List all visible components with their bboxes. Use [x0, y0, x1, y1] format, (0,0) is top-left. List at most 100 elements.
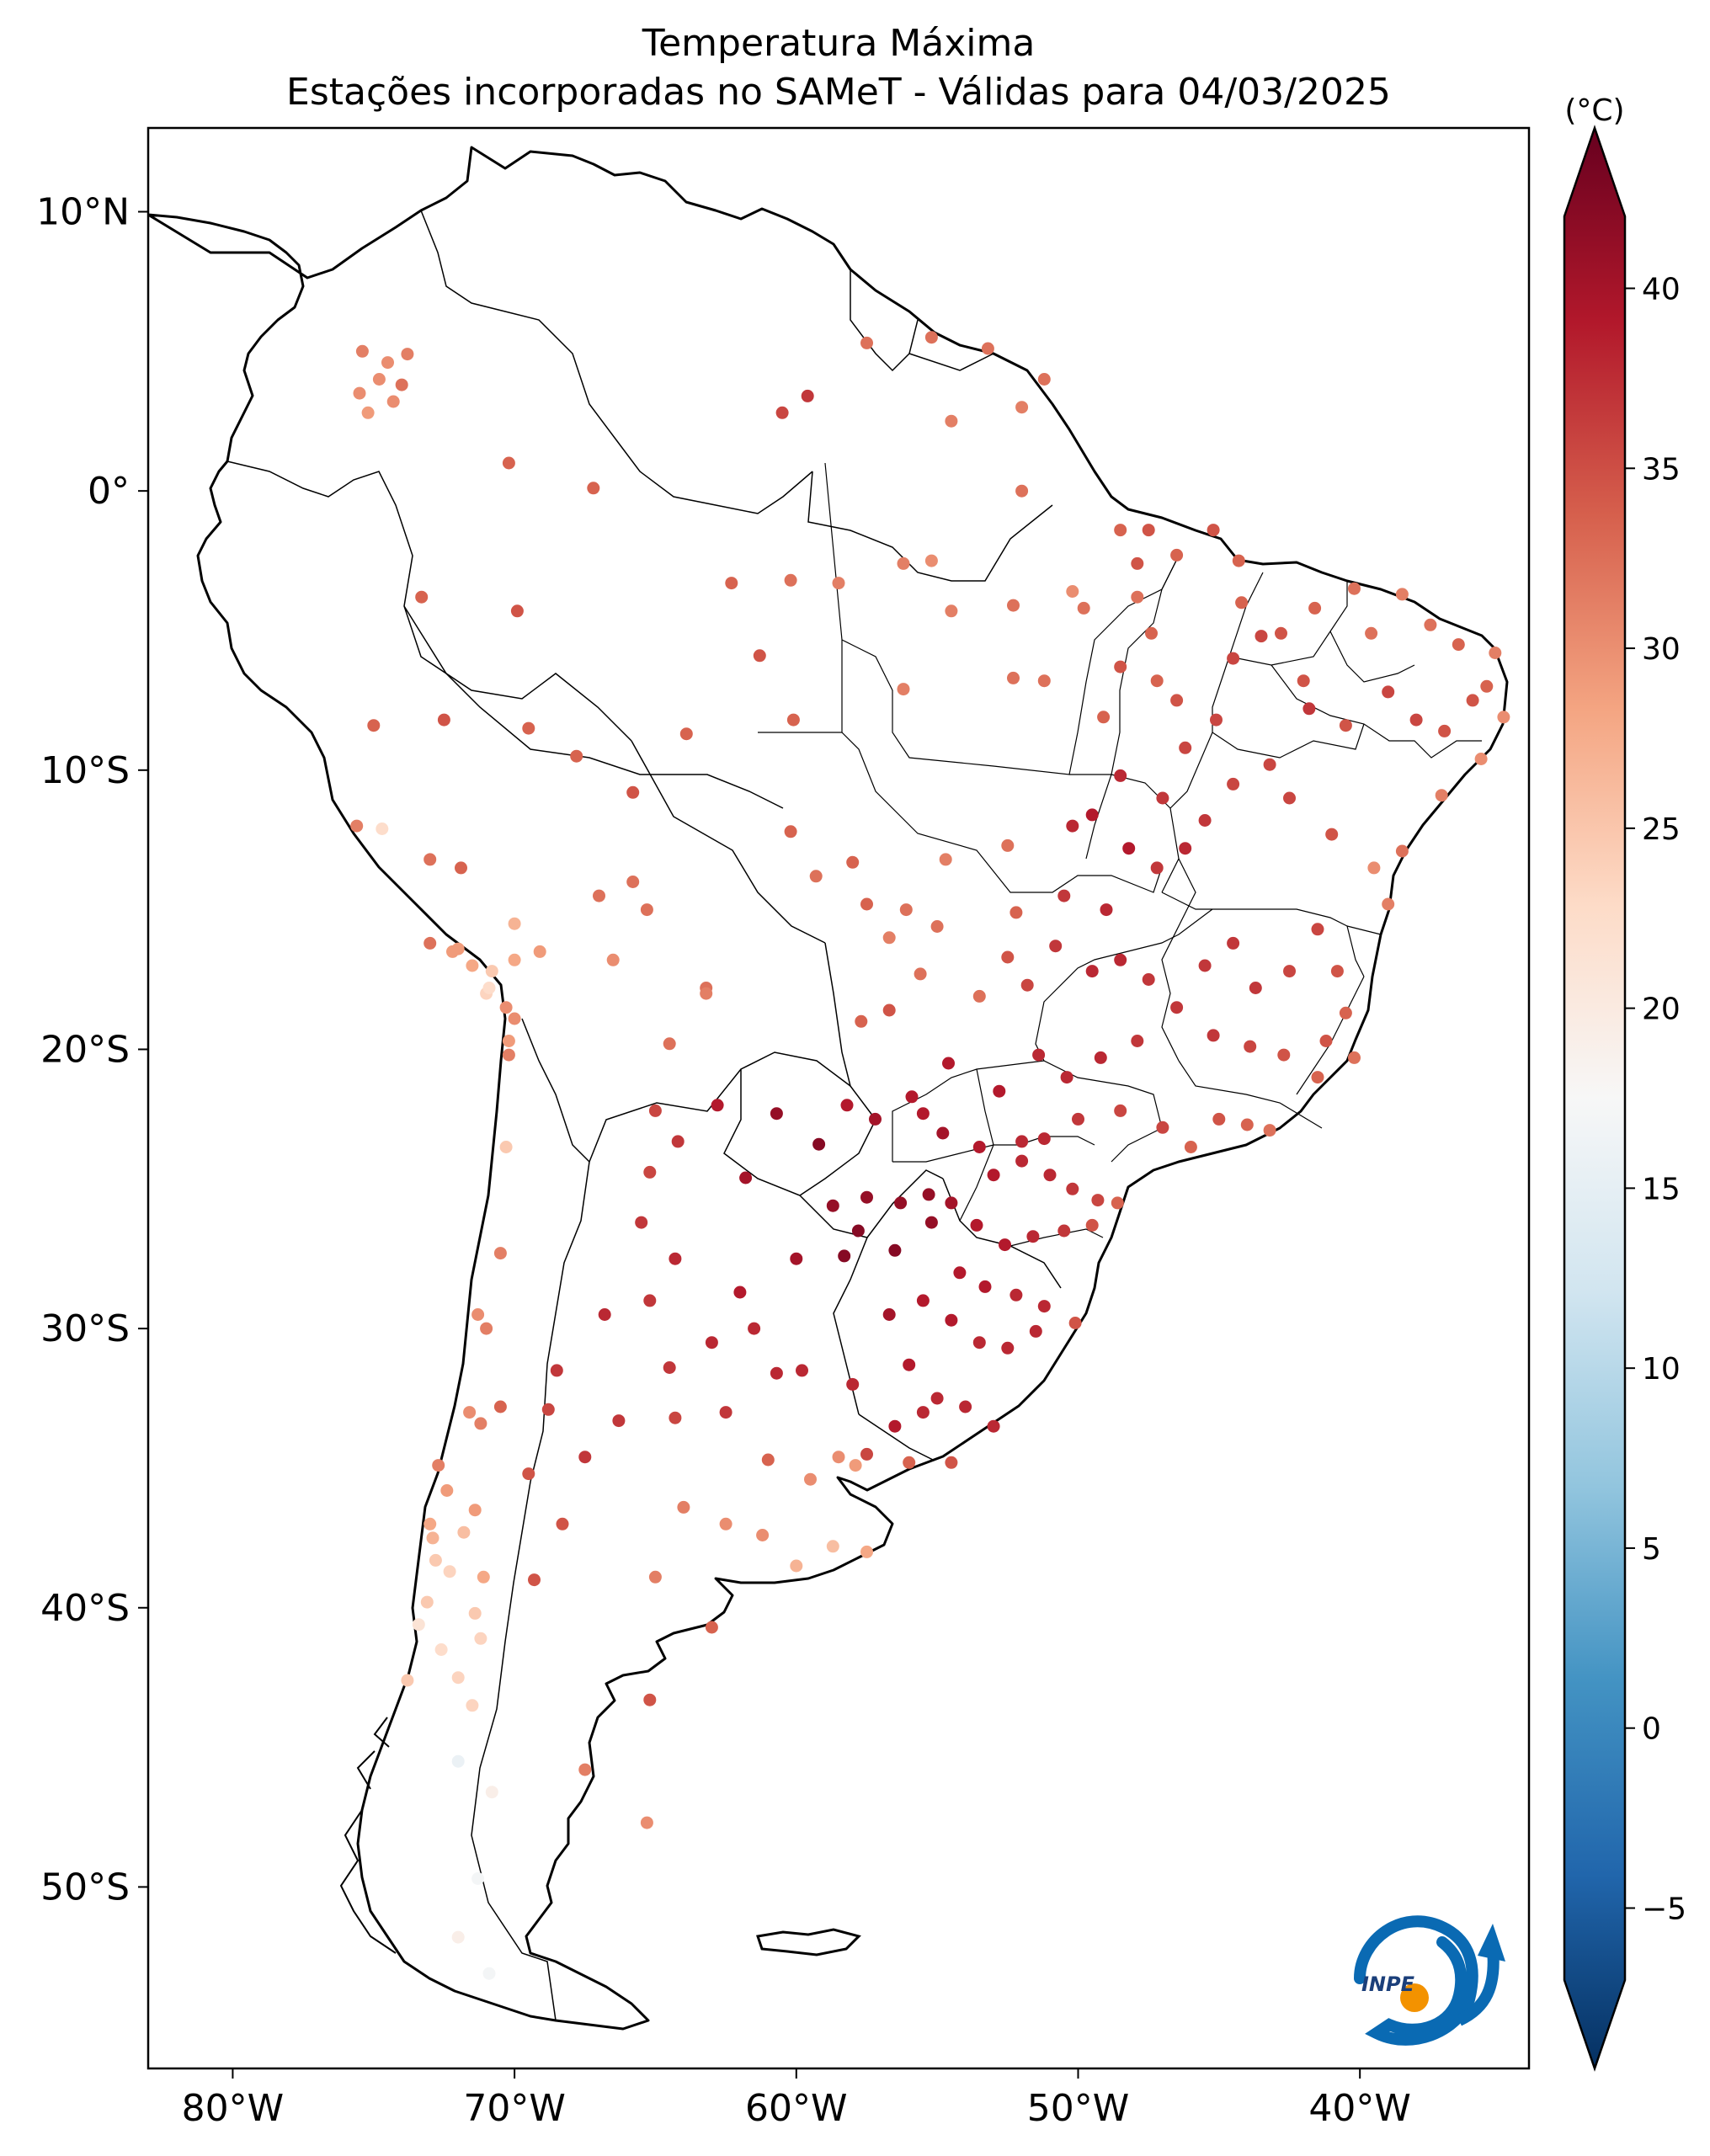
station-marker — [1184, 1141, 1197, 1153]
longitude-tick-label: 80°W — [182, 2087, 285, 2130]
station-marker — [482, 1967, 496, 1980]
station-marker — [471, 1872, 485, 1885]
station-marker — [1037, 674, 1051, 688]
station-marker — [457, 1525, 471, 1539]
station-marker — [1077, 601, 1090, 615]
station-marker — [522, 721, 535, 735]
station-marker — [528, 1573, 541, 1587]
station-marker — [945, 1456, 958, 1469]
station-marker — [508, 1012, 521, 1025]
station-marker — [739, 1171, 753, 1184]
station-marker — [353, 386, 366, 400]
station-marker — [578, 1763, 592, 1776]
station-marker — [897, 556, 910, 570]
station-marker — [860, 1190, 873, 1204]
station-marker — [480, 1322, 493, 1335]
station-marker — [1111, 1196, 1124, 1210]
station-marker — [930, 1392, 944, 1405]
station-marker — [945, 414, 958, 428]
station-marker — [376, 822, 389, 835]
station-marker — [1085, 1218, 1099, 1232]
station-marker — [669, 1411, 682, 1424]
station-marker — [1367, 861, 1381, 875]
station-marker — [860, 336, 873, 349]
station-marker — [1275, 626, 1287, 640]
station-marker — [598, 1308, 611, 1321]
station-marker — [401, 1674, 414, 1687]
station-marker — [367, 719, 381, 732]
station-marker — [1007, 671, 1020, 684]
station-marker — [451, 1754, 465, 1768]
map-title: Temperatura Máxima — [642, 22, 1036, 65]
station-marker — [395, 378, 408, 391]
station-marker — [1114, 769, 1127, 782]
station-marker — [903, 1358, 916, 1371]
station-marker — [1085, 965, 1099, 978]
logo-text: INPE — [1361, 1972, 1415, 1996]
station-marker — [1348, 1051, 1361, 1064]
station-marker — [784, 573, 797, 587]
station-marker — [1015, 401, 1029, 414]
station-marker — [1424, 618, 1437, 631]
station-marker — [882, 1308, 896, 1321]
inpe-logo: INPE — [1354, 1915, 1505, 2046]
station-marker — [355, 344, 369, 358]
station-marker — [429, 1553, 442, 1567]
station-marker — [401, 348, 414, 361]
station-marker — [826, 1540, 839, 1553]
station-marker — [849, 1459, 862, 1472]
station-marker — [1068, 1317, 1082, 1329]
station-marker — [1091, 1194, 1105, 1207]
colorbar-gradient — [1563, 125, 1627, 2072]
station-marker — [1339, 1006, 1352, 1019]
station-marker — [471, 1308, 485, 1321]
map-frame — [146, 126, 1531, 2070]
station-marker — [1235, 596, 1249, 610]
southern-archipelago — [339, 1717, 397, 1954]
station-marker — [361, 406, 375, 419]
station-marker — [1497, 711, 1510, 724]
station-marker — [415, 590, 429, 604]
station-marker — [1348, 582, 1361, 595]
station-marker — [903, 1456, 916, 1469]
station-marker — [770, 1107, 783, 1121]
station-marker — [945, 1313, 958, 1327]
station-marker — [855, 1014, 868, 1028]
station-marker — [1179, 842, 1192, 855]
station-marker — [1142, 524, 1155, 537]
station-marker — [832, 1451, 845, 1464]
station-marker — [677, 1500, 690, 1514]
station-marker — [440, 1484, 454, 1497]
station-marker — [719, 1406, 732, 1419]
station-marker — [1150, 674, 1164, 688]
logo-sun — [1400, 1983, 1429, 2012]
station-marker — [1114, 524, 1127, 537]
station-marker — [1020, 978, 1034, 992]
latitude-axis: 10°N 0° 10°S 20°S 30°S 40°S 50°S — [36, 190, 148, 1908]
station-marker — [882, 931, 896, 945]
country-borders — [226, 210, 1062, 2021]
station-marker — [474, 1417, 487, 1430]
station-marker — [1212, 1112, 1226, 1126]
station-marker — [838, 1249, 851, 1263]
station-marker — [1037, 1300, 1051, 1313]
colorbar-tick-label: 40 — [1642, 273, 1681, 307]
station-marker — [809, 870, 823, 883]
station-marker — [959, 1400, 972, 1413]
station-marker — [556, 1517, 569, 1530]
station-marker — [541, 1403, 555, 1416]
station-marker — [671, 1135, 685, 1148]
station-marker — [846, 855, 860, 869]
station-marker — [1015, 484, 1029, 498]
station-marker — [1311, 923, 1324, 936]
station-marker — [860, 897, 873, 911]
station-marker — [930, 920, 944, 933]
station-marker — [648, 1570, 662, 1584]
station-marker — [508, 917, 521, 930]
station-marker — [804, 1472, 817, 1486]
station-marker — [796, 1364, 808, 1377]
station-marker — [953, 1266, 967, 1280]
logo-ring — [1366, 1921, 1454, 1958]
station-marker — [1170, 548, 1184, 562]
station-marker — [1330, 965, 1344, 978]
